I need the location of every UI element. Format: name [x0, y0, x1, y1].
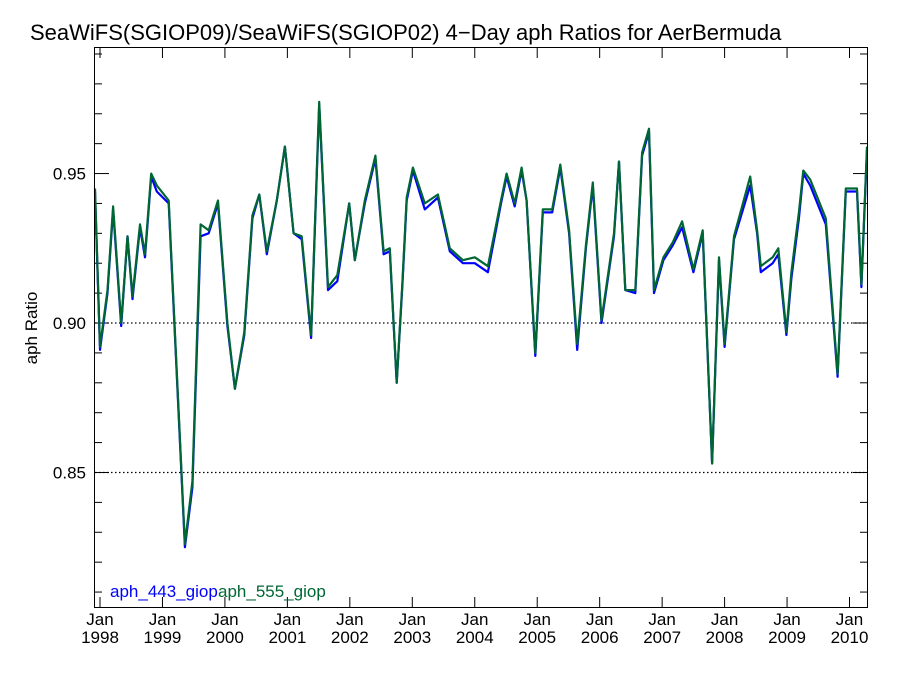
plot-area-frame — [94, 47, 868, 608]
y-tick-label: 0.95 — [53, 165, 86, 184]
y-axis-label: aph Ratio — [22, 292, 41, 365]
series-line-0 — [93, 103, 869, 549]
x-axis: Jan1998Jan1999Jan2000Jan2001Jan2002Jan20… — [81, 48, 868, 647]
y-tick-label: 0.90 — [53, 314, 86, 333]
x-tick-label-month: Jan — [149, 610, 176, 629]
x-tick-label-month: Jan — [399, 610, 426, 629]
x-tick-label-year: 1998 — [81, 628, 119, 647]
reference-lines — [95, 322, 867, 474]
x-tick-label-year: 2006 — [581, 628, 619, 647]
x-tick-label-year: 2008 — [706, 628, 744, 647]
x-tick-label-year: 2001 — [268, 628, 306, 647]
x-tick-label-year: 2003 — [393, 628, 431, 647]
x-tick-label-month: Jan — [86, 610, 113, 629]
x-tick-label-month: Jan — [773, 610, 800, 629]
chart-title: SeaWiFS(SGIOP09)/SeaWiFS(SGIOP02) 4−Day … — [30, 20, 782, 45]
x-tick-label-year: 2002 — [331, 628, 369, 647]
legend: aph_443_giop aph_555_giop — [110, 582, 326, 601]
x-tick-label-year: 2004 — [456, 628, 494, 647]
x-tick-label-month: Jan — [336, 610, 363, 629]
x-tick-label-month: Jan — [711, 610, 738, 629]
x-tick-label-year: 2009 — [768, 628, 806, 647]
series-lines — [93, 100, 869, 549]
x-tick-label-year: 2000 — [206, 628, 244, 647]
x-tick-label-month: Jan — [524, 610, 551, 629]
x-tick-label-year: 2005 — [518, 628, 556, 647]
x-tick-label-month: Jan — [211, 610, 238, 629]
legend-label-aph-555: aph_555_giop — [218, 582, 326, 601]
x-tick-label-month: Jan — [274, 610, 301, 629]
x-tick-label-month: Jan — [648, 610, 675, 629]
x-tick-label-month: Jan — [586, 610, 613, 629]
x-tick-label-month: Jan — [461, 610, 488, 629]
legend-label-aph-443: aph_443_giop — [110, 582, 218, 601]
x-tick-label-year: 1999 — [144, 628, 182, 647]
x-tick-label-month: Jan — [836, 610, 863, 629]
x-tick-label-year: 2010 — [831, 628, 869, 647]
x-tick-label-year: 2007 — [643, 628, 681, 647]
y-tick-label: 0.85 — [53, 463, 86, 482]
series-line-1 — [93, 100, 869, 546]
